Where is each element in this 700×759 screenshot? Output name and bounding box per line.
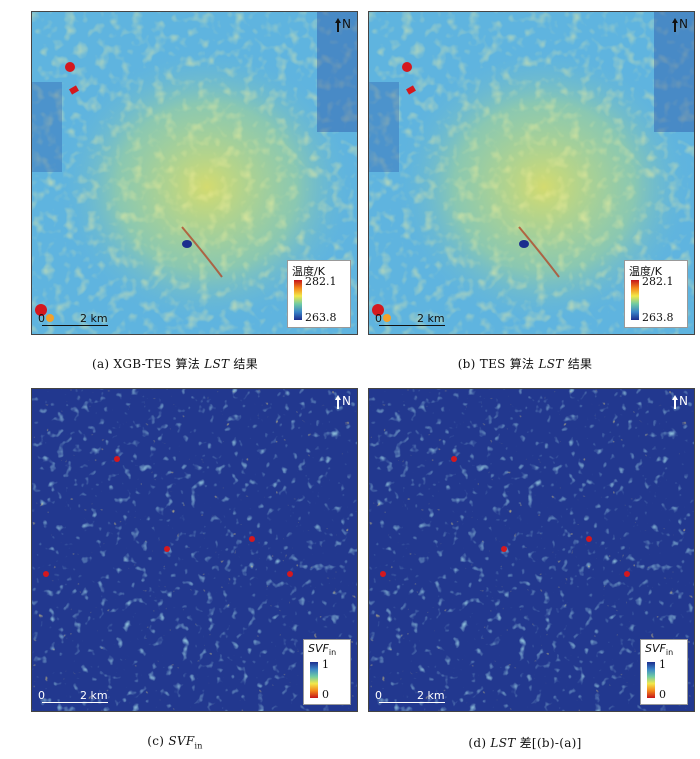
- temperature-legend: 温度/K 282.1 263.8: [624, 260, 688, 328]
- scale-bar-line: [379, 701, 445, 703]
- svf-legend: SVFin 1 0: [303, 639, 351, 705]
- scale-bar-line: [379, 324, 445, 326]
- svf-raster: [32, 389, 357, 711]
- north-arrow-icon: [335, 395, 342, 409]
- lst-map-xgb-tes: N 0 2 km 温度/K 282.1 263.8: [31, 11, 358, 335]
- scale-bar: 0 2 km: [38, 312, 108, 326]
- caption-b: (b) TES 算法 LST 结果: [457, 357, 593, 371]
- north-arrow: N: [335, 18, 351, 32]
- scale-bar: 0 2 km: [375, 689, 445, 703]
- caption-d: (d) LST 差[(b)-(a)]: [468, 736, 582, 750]
- caption-a: (a) XGB-TES 算法 LST 结果: [91, 357, 259, 371]
- scale-bar-line: [42, 701, 108, 703]
- color-ramp: [294, 280, 302, 320]
- north-arrow: N: [672, 395, 688, 409]
- lst-difference-map: N 0 2 km SVFin 1 0: [368, 388, 695, 712]
- lst-difference-raster: [369, 389, 694, 711]
- scale-bar: 0 2 km: [375, 312, 445, 326]
- temperature-legend: 温度/K 282.1 263.8: [287, 260, 351, 328]
- lst-raster-xgb-tes: [32, 12, 357, 334]
- north-arrow-icon: [672, 395, 679, 409]
- scale-bar-line: [42, 324, 108, 326]
- svf-map: N 0 2 km SVFin 1 0: [31, 388, 358, 712]
- caption-c: (c) SVFin: [147, 734, 203, 751]
- north-arrow: N: [335, 395, 351, 409]
- color-ramp: [631, 280, 639, 320]
- lst-raster-tes: [369, 12, 694, 334]
- north-arrow: N: [672, 18, 688, 32]
- color-ramp: [310, 662, 318, 698]
- color-ramp: [647, 662, 655, 698]
- scale-bar: 0 2 km: [38, 689, 108, 703]
- lst-map-tes: N 0 2 km 温度/K 282.1 263.8: [368, 11, 695, 335]
- svf-legend: SVFin 1 0: [640, 639, 688, 705]
- north-arrow-icon: [335, 18, 342, 32]
- north-arrow-icon: [672, 18, 679, 32]
